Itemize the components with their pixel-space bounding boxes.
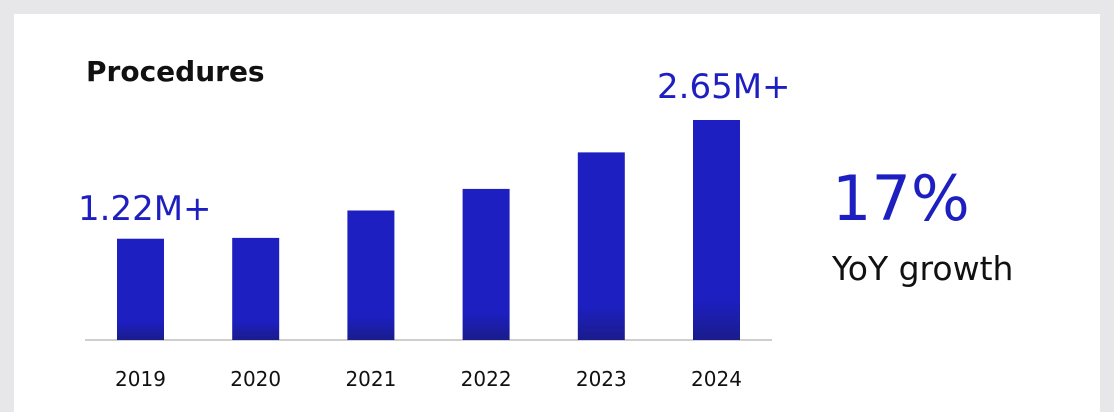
bar-2021 bbox=[347, 210, 395, 340]
x-tick-label: 2020 bbox=[230, 367, 281, 391]
x-tick-label: 2024 bbox=[691, 367, 742, 391]
x-tick-label: 2019 bbox=[115, 367, 166, 391]
x-tick-label: 2022 bbox=[461, 367, 512, 391]
bar-2019 bbox=[117, 238, 164, 340]
bar-2023 bbox=[577, 152, 625, 340]
growth-caption: YoY growth bbox=[832, 249, 1014, 288]
growth-value: 17% bbox=[832, 162, 970, 235]
data-label-2024: 2.65M+ bbox=[657, 67, 791, 107]
bar-2022 bbox=[462, 188, 510, 340]
x-tick-label: 2023 bbox=[576, 367, 627, 391]
x-tick-label: 2021 bbox=[345, 367, 396, 391]
bar-2020 bbox=[232, 237, 280, 340]
bar-2024 bbox=[693, 120, 740, 340]
chart-title: Procedures bbox=[86, 55, 265, 88]
chart-card bbox=[14, 14, 1100, 412]
data-label-2019: 1.22M+ bbox=[78, 189, 212, 229]
